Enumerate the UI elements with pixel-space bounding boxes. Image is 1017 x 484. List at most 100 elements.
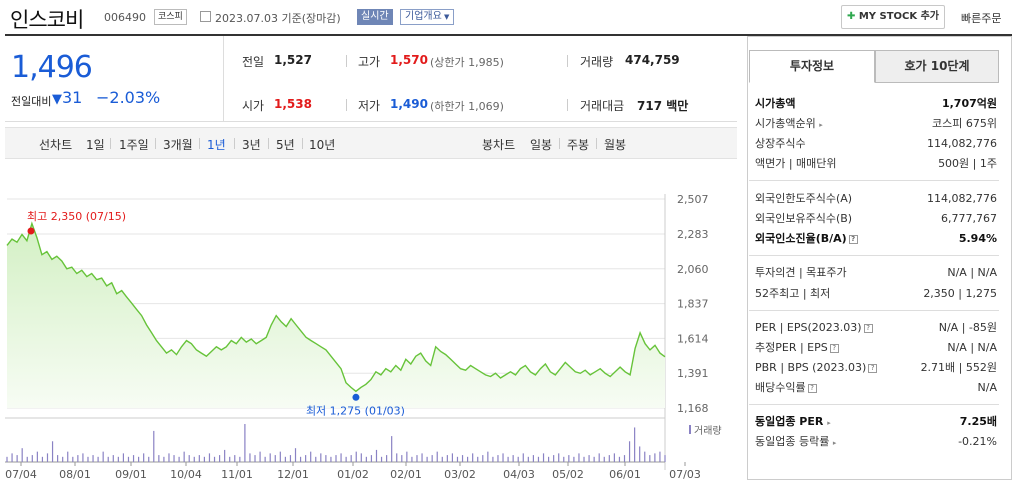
period-5y[interactable]: 5년 [276,138,295,152]
y-tick-label: 1,614 [677,332,709,345]
volume-legend-swatch [689,425,691,434]
period-10y[interactable]: 10년 [309,138,336,152]
foreign-limit-value: 114,082,776 [927,192,997,205]
volume-legend: 거래량 [694,425,722,437]
par-value: 500원 | 1주 [938,157,997,170]
help-icon[interactable]: ? [807,383,817,393]
period-3y[interactable]: 3년 [242,138,261,152]
market-tag: 코스피 [154,9,187,25]
week52-label: 52주최고 | 최저 [755,287,831,300]
per-row: PER | EPS(2023.03)? N/A | -85원 [755,318,997,337]
period-3m[interactable]: 3개월 [163,138,193,152]
amount-value: 717 백만 [637,99,689,113]
x-tick-label: 02/01 [390,468,422,480]
price-change: ▼31 [52,88,82,107]
calendar-icon [200,11,211,22]
candle-daily[interactable]: 일봉 [530,138,553,152]
y-tick-label: 2,060 [677,263,709,276]
per-label: PER | EPS(2023.03)? [755,318,873,337]
cap-rank-value: 코스피 675위 [932,117,997,130]
company-name: 인스코비 [10,8,84,32]
pbr-row: PBR | BPS (2023.03)? 2.71배 | 552원 [755,358,997,377]
per-value: N/A | -85원 [938,321,997,334]
candle-weekly[interactable]: 주봉 [567,138,590,152]
week52-value: 2,350 | 1,275 [923,287,997,300]
help-icon[interactable]: ? [848,234,858,244]
shares-value: 114,082,776 [927,137,997,150]
help-icon[interactable]: ? [863,323,873,333]
divider [199,138,200,149]
est-per-row: 추정PER | EPS? N/A | N/A [755,338,997,357]
divider [268,138,269,149]
market-cap-row: 시가총액 1,707억원 [755,94,997,113]
x-tick-label: 07/04 [5,468,37,480]
x-tick-label: 08/01 [59,468,91,480]
header-divider [5,34,1012,36]
divider [596,138,597,149]
max-label: 최고 2,350 (07/15) [27,210,126,223]
dividend-value: N/A [977,381,997,394]
sector-per-row[interactable]: 동일업종 PER ▸ 7.25배 [755,412,997,431]
divider [567,99,568,111]
divider [155,138,156,149]
volume-value: 474,759 [625,53,680,67]
sector-change-label: 동일업종 등락률 ▸ [755,435,837,448]
base-date: 2023.07.03 기준(장마감) [215,12,341,25]
price-line [6,221,666,393]
min-marker [352,393,360,401]
x-tick-label: 05/02 [552,468,584,480]
company-info-dropdown[interactable]: 기업개요 ▼ [400,9,455,25]
x-tick-label: 12/01 [277,468,309,480]
sector-change-value: -0.21% [958,435,997,448]
x-tick-label: 03/02 [444,468,476,480]
period-1y[interactable]: 1년 [207,138,226,152]
live-button[interactable]: 실시간 [357,9,393,25]
opinion-label: 투자의견 | 목표주가 [755,266,847,279]
lower-limit: (하한가 1,069) [430,100,504,113]
high-label: 고가 [358,55,381,69]
plus-icon: ✚ [846,11,859,22]
stock-header: 인스코비 006490 코스피 2023.07.03 기준(장마감) 실시간 기… [0,0,1017,34]
divider [749,310,999,311]
help-icon[interactable]: ? [868,363,878,373]
dividend-label: 배당수익률? [755,378,817,397]
tab-hoga-10[interactable]: 호가 10단계 [875,50,999,83]
period-1d[interactable]: 1일 [86,138,105,152]
prev-close-label: 전일 [242,55,265,69]
divider [559,138,560,149]
x-tick-label: 06/01 [609,468,641,480]
my-stock-add-button[interactable]: ✚ MY STOCK 추가 [841,5,945,29]
est-per-value: N/A | N/A [947,341,997,354]
x-tick-label: 04/03 [503,468,535,480]
foreign-ratio-label: 외국인소진율(B/A)? [755,229,858,248]
quick-order-link[interactable]: 빠른주문 [961,12,1002,25]
divider [749,180,999,181]
opinion-row: 투자의견 | 목표주가 N/A | N/A [755,263,997,282]
price-chart[interactable]: 2,507 2,283 2,060 1,837 1,614 1,391 1,168 최고 2,… [5,160,737,481]
upper-limit: (상한가 1,985) [430,56,504,69]
divider [346,99,347,111]
foreign-limit-label: 외국인한도주식수(A) [755,192,853,205]
candle-monthly[interactable]: 월봉 [604,138,627,152]
chevron-right-icon: ▸ [827,419,831,427]
tab-invest-info[interactable]: 투자정보 [749,50,875,83]
foreign-hold-label: 외국인보유주식수(B) [755,212,853,225]
period-1w[interactable]: 1주일 [119,138,149,152]
y-tick-label: 1,168 [677,402,709,415]
y-tick-label: 2,283 [677,228,709,241]
foreign-hold-row: 외국인보유주식수(B) 6,777,767 [755,209,997,228]
divider [567,55,568,67]
divider [223,36,224,122]
price-area [7,223,665,408]
foreign-limit-row: 외국인한도주식수(A) 114,082,776 [755,189,997,208]
max-marker [27,227,35,235]
open-label: 시가 [242,99,265,113]
pbr-value: 2.71배 | 552원 [920,361,997,374]
sector-per-value: 7.25배 [959,415,997,428]
market-cap-value: 1,707억원 [941,97,997,110]
sector-change-row[interactable]: 동일업종 등락률 ▸ -0.21% [755,432,997,451]
current-price: 1,496 [11,50,93,85]
est-per-label: 추정PER | EPS? [755,338,839,357]
amount-label: 거래대금 [580,99,625,113]
help-icon[interactable]: ? [829,343,839,353]
